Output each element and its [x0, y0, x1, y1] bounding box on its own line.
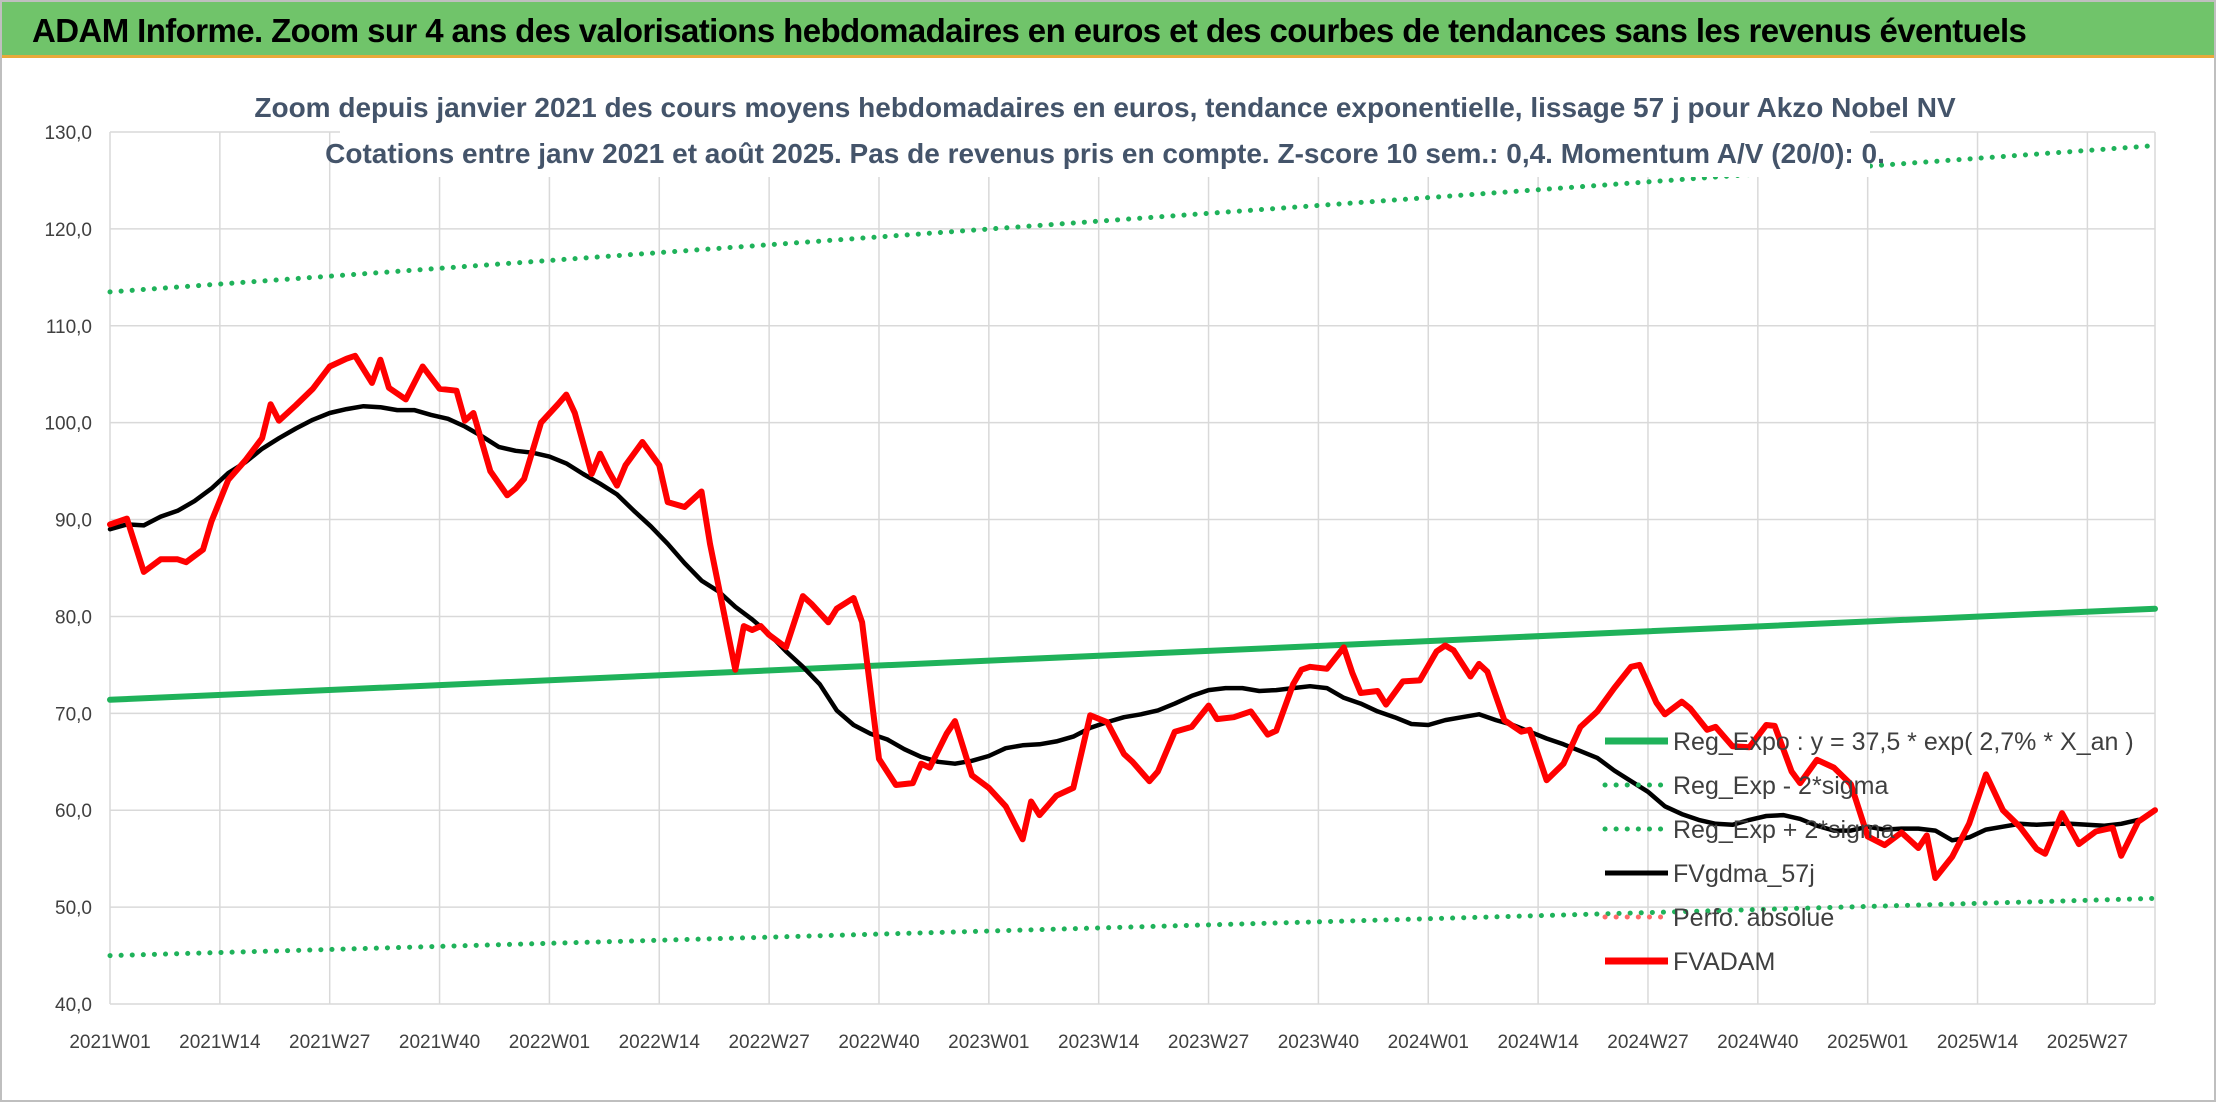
x-tick-label: 2023W40 [1278, 1032, 1359, 1053]
y-tick-label: 80,0 [55, 607, 92, 628]
legend-label-1: Reg_Exp - 2*sigma [1673, 772, 1888, 800]
x-tick-label: 2025W27 [2047, 1032, 2128, 1053]
y-tick-label: 110,0 [46, 317, 92, 338]
x-tick-label: 2025W14 [1937, 1032, 2019, 1053]
y-tick-label: 40,0 [55, 995, 92, 1016]
x-tick-label: 2021W01 [69, 1032, 150, 1053]
x-axis-ticks: 2021W01 2021W14 2021W27 2021W40 2022W01 2022W… [69, 1032, 2128, 1053]
legend-label-5: FVADAM [1673, 948, 1775, 976]
x-tick-label: 2025W01 [1827, 1032, 1908, 1053]
x-tick-label: 2023W14 [1058, 1032, 1140, 1053]
x-tick-label: 2024W27 [1607, 1032, 1688, 1053]
legend-label-4: Perfo. absolue [1673, 904, 1834, 932]
chart-title: Zoom depuis janvier 2021 des cours moyen… [254, 92, 1956, 123]
x-tick-label: 2024W40 [1717, 1032, 1798, 1053]
x-tick-label: 2024W01 [1388, 1032, 1469, 1053]
y-tick-label: 100,0 [44, 414, 92, 435]
chart-series [107, 143, 2158, 959]
x-tick-label: 2021W40 [399, 1032, 480, 1053]
series-line-3 [107, 403, 2141, 843]
chart-title-background [340, 82, 1870, 177]
y-tick-label: 120,0 [44, 220, 92, 241]
x-tick-label: 2021W14 [179, 1032, 261, 1053]
report-banner: ADAM Informe. Zoom sur 4 ans des valoris… [2, 2, 2214, 58]
legend-label-3: FVgdma_57j [1673, 860, 1815, 888]
y-tick-label: 60,0 [55, 801, 92, 822]
x-tick-label: 2021W27 [289, 1032, 370, 1053]
series-line-5 [107, 352, 2158, 881]
x-tick-label: 2023W01 [948, 1032, 1029, 1053]
x-tick-label: 2023W27 [1168, 1032, 1249, 1053]
y-tick-label: 130,0 [44, 123, 92, 144]
chart-grid [109, 131, 2156, 1005]
x-tick-label: 2022W01 [509, 1032, 590, 1053]
x-tick-label: 2022W27 [728, 1032, 809, 1053]
chart-subtitle: Cotations entre janv 2021 et août 2025. … [325, 138, 1885, 169]
chart-legend: Reg_Expo : y = 37,5 * exp( 2,7% * X_an )… [1602, 728, 2134, 976]
x-tick-label: 2022W14 [619, 1032, 701, 1053]
legend-label-0: Reg_Expo : y = 37,5 * exp( 2,7% * X_an ) [1673, 728, 2134, 756]
y-tick-label: 90,0 [55, 511, 92, 532]
x-tick-label: 2024W14 [1497, 1032, 1579, 1053]
y-axis-ticks: 40,0 50,0 60,0 70,0 80,0 90,0 100,0 110,0 120,0 1… [44, 123, 92, 1016]
banner-title: ADAM Informe. Zoom sur 4 ans des valoris… [32, 12, 2027, 49]
legend-label-2: Reg_Exp + 2*sigma [1673, 816, 1895, 844]
y-tick-label: 70,0 [55, 704, 92, 725]
series-line-1 [107, 895, 2158, 959]
x-tick-label: 2022W40 [838, 1032, 919, 1053]
series-line-0 [107, 605, 2158, 703]
y-tick-label: 50,0 [55, 898, 92, 919]
